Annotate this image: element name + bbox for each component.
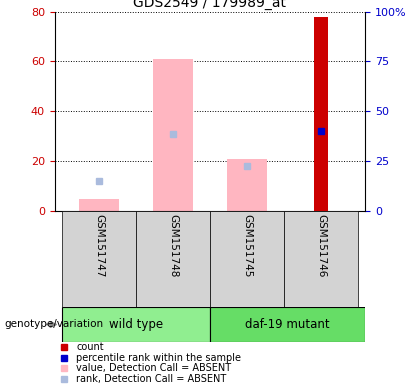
Text: GSM151748: GSM151748	[168, 214, 178, 278]
Bar	[227, 159, 268, 211]
Text: genotype/variation: genotype/variation	[4, 319, 103, 329]
Bar	[62, 307, 210, 342]
Bar	[314, 17, 328, 211]
Text: rank, Detection Call = ABSENT: rank, Detection Call = ABSENT	[76, 374, 227, 384]
Text: percentile rank within the sample: percentile rank within the sample	[76, 353, 241, 362]
Bar	[62, 211, 136, 307]
Text: GSM151746: GSM151746	[316, 214, 326, 278]
Text: count: count	[76, 342, 104, 352]
Text: daf-19 mutant: daf-19 mutant	[245, 318, 330, 331]
Title: GDS2549 / 179989_at: GDS2549 / 179989_at	[134, 0, 286, 10]
Bar	[210, 307, 365, 342]
Bar	[152, 59, 193, 211]
Bar	[79, 199, 119, 211]
Bar	[284, 211, 358, 307]
Text: GSM151747: GSM151747	[94, 214, 104, 278]
Text: GSM151745: GSM151745	[242, 214, 252, 278]
Text: value, Detection Call = ABSENT: value, Detection Call = ABSENT	[76, 363, 231, 373]
Bar	[136, 211, 210, 307]
Text: wild type: wild type	[109, 318, 163, 331]
Bar	[210, 211, 284, 307]
